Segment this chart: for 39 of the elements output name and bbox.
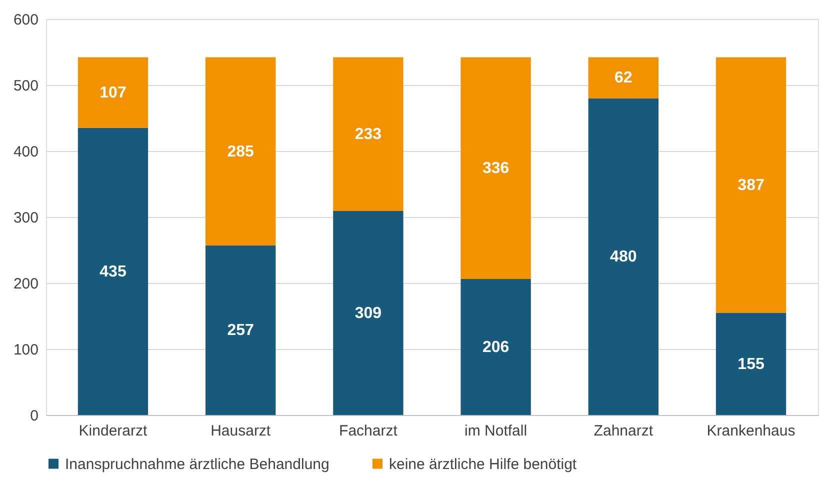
x-tick-label: Facharzt	[339, 422, 398, 440]
data-label: 387	[738, 176, 764, 194]
bar	[78, 57, 148, 128]
legend-label: Inanspruchnahme ärztliche Behandlung	[65, 456, 330, 473]
data-label: 257	[227, 322, 254, 340]
bar	[333, 57, 404, 212]
x-tick-label: im Notfall	[464, 422, 528, 440]
y-tick-label: 200	[13, 276, 38, 292]
y-tick-label: 0	[30, 408, 38, 424]
data-label: 107	[100, 84, 126, 102]
bar	[716, 312, 786, 415]
bar	[206, 245, 276, 415]
bar	[206, 57, 276, 246]
legend-label: keine ärztliche Hilfe benötigt	[389, 456, 578, 473]
data-label: 62	[614, 70, 632, 87]
bar	[588, 98, 658, 415]
bar	[78, 128, 148, 415]
y-tick-label: 500	[13, 78, 38, 94]
x-tick-label: Kinderarzt	[78, 422, 148, 440]
data-label: 206	[482, 339, 510, 356]
y-tick-label: 600	[13, 12, 38, 28]
y-tick-label: 400	[13, 144, 38, 160]
bar	[333, 211, 404, 415]
x-tick-label: Zahnarzt	[594, 422, 654, 440]
data-label: 309	[354, 305, 382, 322]
y-tick-label: 100	[13, 342, 38, 358]
data-label: 336	[482, 160, 510, 178]
data-label: 233	[354, 126, 382, 144]
data-label: 155	[738, 356, 764, 373]
bar	[460, 279, 531, 415]
data-label: 435	[100, 263, 126, 280]
y-tick-label: 300	[13, 210, 38, 226]
data-label: 285	[227, 143, 254, 160]
bar	[588, 57, 658, 98]
x-tick-label: Krankenhaus	[706, 422, 796, 440]
x-tick-label: Hausarzt	[210, 422, 272, 440]
bar	[460, 57, 531, 280]
data-label: 480	[610, 248, 637, 266]
bar	[716, 57, 786, 313]
